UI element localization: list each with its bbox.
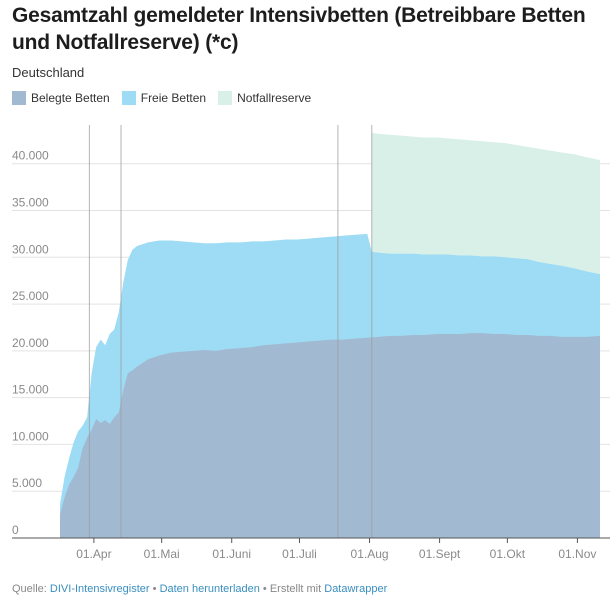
- x-tick-label: 01.Sept: [419, 547, 461, 561]
- x-tick-label: 01.Mai: [144, 547, 180, 561]
- legend-swatch-freie-betten: [121, 91, 136, 105]
- chart-annotation-lines: [88, 125, 373, 538]
- legend-swatch-belegte-betten: [12, 91, 26, 105]
- y-tick-label: 5.000: [12, 476, 42, 490]
- y-tick-label: 0: [12, 523, 19, 537]
- chart-subtitle: Deutschland: [12, 65, 85, 80]
- y-tick-label: 25.000: [12, 289, 49, 303]
- x-tick-label: 01.Juli: [282, 547, 317, 561]
- y-tick-label: 40.000: [12, 149, 49, 163]
- footer-separator: •: [262, 583, 267, 595]
- legend-label-notfallreserve: Notfallreserve: [237, 91, 312, 105]
- y-tick-label: 35.000: [12, 196, 49, 210]
- x-tick-label: 01.Nov: [558, 547, 596, 561]
- y-tick-label: 15.000: [12, 383, 49, 397]
- y-tick-label: 10.000: [12, 429, 49, 443]
- x-tick-label: 01.Apr: [76, 547, 111, 561]
- legend-item-notfallreserve: Notfallreserve: [218, 91, 311, 105]
- chart-y-axis: 0 5.000 10.000 15.000 20.000 25.000 30.000 35.0…: [12, 149, 49, 537]
- footer-created-text: Erstellt mit: [269, 583, 322, 595]
- x-tick-label: 01.Juni: [212, 547, 251, 561]
- footer-source-prefix: Quelle:: [12, 583, 47, 595]
- y-tick-label: 20.000: [12, 336, 49, 350]
- legend-item-belegte-betten: Belegte Betten: [12, 91, 110, 105]
- x-tick-label: 01.Aug: [351, 547, 389, 561]
- y-tick-label: 30.000: [12, 242, 49, 256]
- area-belegte-betten: [60, 333, 600, 538]
- chart-title: Gesamtzahl gemeldeter Intensivbetten (Be…: [12, 4, 586, 54]
- chart-plot: 0 5.000 10.000 15.000 20.000 25.000 30.000 35.0…: [12, 125, 610, 561]
- legend-label-belegte-betten: Belegte Betten: [31, 91, 110, 105]
- chart-areas: [60, 132, 600, 539]
- chart-x-axis: 01.Apr 01.Mai 01.Juni 01.Juli 01.Aug 01.Sept 0…: [12, 537, 610, 561]
- chart-legend: Belegte Betten Freie Betten Notfallreser…: [12, 91, 323, 105]
- legend-swatch-notfallreserve: [218, 91, 233, 105]
- footer-download-link[interactable]: Daten herunterladen: [159, 583, 260, 595]
- footer-tool-link[interactable]: Datawrapper: [324, 583, 388, 595]
- x-tick-label: 01.Okt: [490, 547, 526, 561]
- footer-separator: •: [152, 583, 157, 595]
- chart-footer: Quelle: DIVI-Intensivregister • Daten he…: [12, 583, 387, 595]
- footer-source-link[interactable]: DIVI-Intensivregister: [49, 583, 150, 595]
- legend-item-freie-betten: Freie Betten: [121, 91, 207, 105]
- area-notfallreserve: [371, 132, 600, 275]
- legend-label-freie-betten: Freie Betten: [140, 91, 207, 105]
